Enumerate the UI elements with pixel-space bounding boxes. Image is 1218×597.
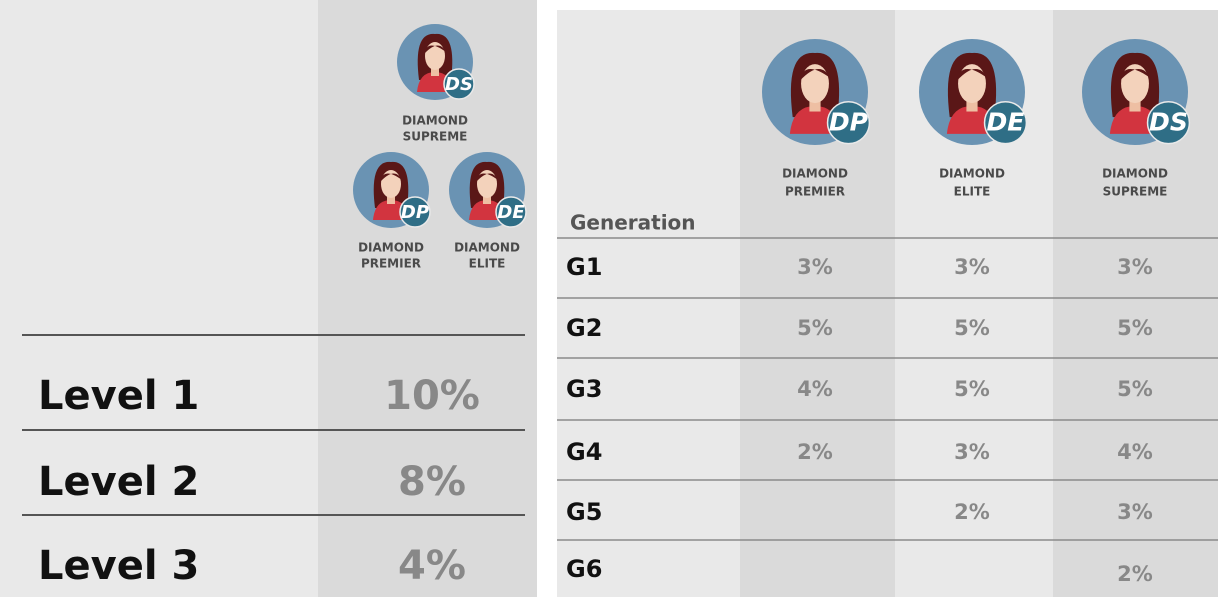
avatar: DS xyxy=(397,24,475,100)
generation-label: G6 xyxy=(566,555,602,583)
level-value: 4% xyxy=(398,543,466,589)
fringe xyxy=(476,173,498,182)
fringe xyxy=(956,68,988,81)
badge-circle xyxy=(1146,101,1191,145)
fringe xyxy=(424,45,446,54)
tier-name: DIAMOND xyxy=(358,241,424,255)
face xyxy=(381,170,401,198)
tier-name: SUPREME xyxy=(1103,185,1168,199)
generation-value: 4% xyxy=(1117,440,1153,464)
tier-name: DIAMOND xyxy=(782,167,848,181)
avatar: DP xyxy=(353,152,431,228)
face xyxy=(1121,64,1149,104)
tier-name: PREMIER xyxy=(785,185,845,199)
tier-name: DIAMOND xyxy=(1102,167,1168,181)
generation-value: 2% xyxy=(1117,562,1153,586)
level-label: Level 2 xyxy=(38,459,199,505)
generation-value: 2% xyxy=(954,500,990,524)
generation-value: 3% xyxy=(954,255,990,279)
badge-circle xyxy=(399,196,431,228)
generation-value: 3% xyxy=(797,255,833,279)
generation-value: 4% xyxy=(797,377,833,401)
face xyxy=(425,42,445,70)
generation-value: 5% xyxy=(797,316,833,340)
generation-label: G5 xyxy=(566,498,602,526)
generation-header: Generation xyxy=(570,211,696,235)
generation-value: 5% xyxy=(1117,316,1153,340)
badge-text: DP xyxy=(829,108,869,137)
generation-label: G2 xyxy=(566,314,602,342)
generation-value: 5% xyxy=(954,377,990,401)
generation-value: 5% xyxy=(954,316,990,340)
tier-name: ELITE xyxy=(469,257,506,271)
badge-circle xyxy=(826,101,871,145)
neck xyxy=(966,94,978,112)
face xyxy=(477,170,497,198)
tier-name: DIAMOND xyxy=(939,167,1005,181)
level-label: Level 3 xyxy=(38,543,199,589)
generation-label: G3 xyxy=(566,375,602,403)
tier-name: PREMIER xyxy=(361,257,421,271)
fringe xyxy=(799,68,831,81)
avatar: DE xyxy=(449,152,527,228)
generation-label: G4 xyxy=(566,438,602,466)
badge-circle xyxy=(443,68,475,100)
badge-text: DP xyxy=(401,202,429,223)
badge-circle xyxy=(495,196,527,228)
generation-value: 3% xyxy=(1117,255,1153,279)
left-highlight-column xyxy=(318,0,537,597)
face xyxy=(958,64,986,104)
generation-value: 5% xyxy=(1117,377,1153,401)
avatar: DS xyxy=(1082,39,1191,145)
generation-label: G1 xyxy=(566,253,602,281)
avatar: DP xyxy=(762,39,871,145)
avatar: DE xyxy=(919,39,1028,145)
level-value: 10% xyxy=(384,373,480,419)
tier-name: SUPREME xyxy=(403,130,468,144)
badge-text: DS xyxy=(1149,108,1188,137)
fringe xyxy=(380,173,402,182)
tier-name: DIAMOND xyxy=(454,241,520,255)
badge-text: DS xyxy=(445,74,473,95)
tier-name: ELITE xyxy=(954,185,991,199)
level-label: Level 1 xyxy=(38,373,199,419)
badge-circle xyxy=(983,101,1028,145)
generation-value: 3% xyxy=(1117,500,1153,524)
badge-text: DE xyxy=(986,108,1024,137)
badge-text: DE xyxy=(497,202,525,223)
fringe xyxy=(1119,68,1151,81)
face xyxy=(801,64,829,104)
tier-name: DIAMOND xyxy=(402,114,468,128)
generation-value: 3% xyxy=(954,440,990,464)
generation-value: 2% xyxy=(797,440,833,464)
level-value: 8% xyxy=(398,459,466,505)
neck xyxy=(1129,94,1141,112)
neck xyxy=(809,94,821,112)
